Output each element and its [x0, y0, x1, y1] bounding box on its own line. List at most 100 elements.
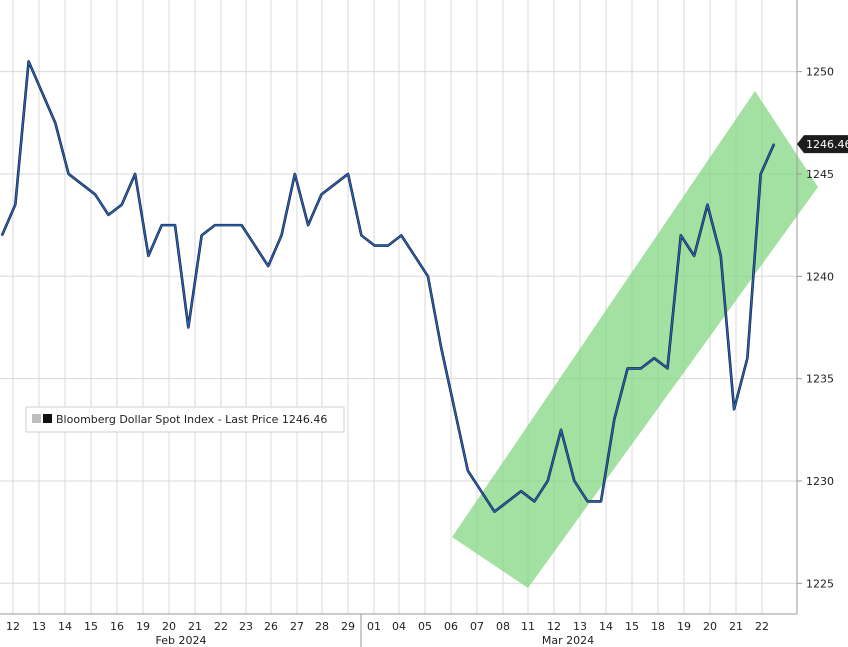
data-point [54, 122, 57, 124]
last-price-badge: 1246.46 [797, 135, 848, 154]
x-tick-label: 19 [136, 620, 150, 633]
data-point [480, 490, 482, 493]
data-point [294, 173, 296, 175]
data-point [333, 183, 336, 185]
data-point [227, 224, 230, 226]
trend-channel [452, 91, 818, 588]
data-point [693, 255, 695, 257]
x-tick-label: 23 [239, 620, 253, 633]
legend: Bloomberg Dollar Spot Index - Last Price… [25, 406, 345, 433]
y-tick-label: 1250 [806, 66, 834, 79]
legend-swatch-light [32, 414, 41, 423]
data-point [427, 275, 429, 278]
x-tick-label: 01 [367, 620, 381, 633]
data-point [67, 173, 70, 175]
data-point [746, 357, 749, 359]
data-point [706, 203, 709, 206]
data-point [267, 265, 270, 267]
data-point [200, 234, 203, 237]
data-point [373, 244, 376, 247]
data-point [14, 203, 17, 206]
x-tick-label: 13 [573, 620, 587, 633]
data-point [560, 429, 562, 431]
x-tick-label: 04 [392, 620, 406, 633]
data-point [493, 510, 496, 513]
data-point [120, 203, 123, 206]
x-tick-label: 28 [315, 620, 329, 633]
y-tick-label: 1245 [806, 168, 834, 181]
trend-channel-band [452, 91, 818, 588]
month-label: Feb 2024 [156, 634, 207, 647]
x-tick-label: 21 [729, 620, 743, 633]
data-point [640, 367, 642, 370]
data-point [467, 469, 469, 472]
x-tick-label: 29 [341, 620, 355, 633]
data-point [307, 224, 309, 226]
x-tick-label: 26 [264, 620, 278, 633]
y-tick-label: 1240 [806, 270, 834, 283]
last-price-label: 1246.46 [806, 138, 848, 151]
data-point [613, 418, 616, 421]
data-point [134, 173, 136, 175]
data-point [733, 408, 735, 411]
x-tick-label: 14 [58, 620, 72, 633]
data-point [174, 224, 176, 226]
x-tick-label: 12 [547, 620, 561, 633]
data-point [240, 224, 243, 226]
x-tick-label: 07 [470, 620, 484, 633]
data-point [387, 244, 389, 247]
x-tick-label: 15 [84, 620, 98, 633]
data-point [533, 500, 536, 503]
x-tick-label: 27 [290, 620, 304, 633]
y-axis: 1225 1230 1235 1240 1245 1250 [796, 0, 834, 614]
data-point [719, 255, 722, 257]
data-point [520, 490, 522, 493]
x-tick-label: 06 [444, 620, 458, 633]
data-point [27, 60, 30, 63]
data-point [653, 357, 656, 359]
data-point [320, 193, 323, 196]
x-tick-label: 20 [703, 620, 717, 633]
series-layer [0, 60, 776, 513]
month-label: Mar 2024 [542, 634, 594, 647]
x-tick-label: 18 [651, 620, 665, 633]
data-point [759, 173, 762, 175]
x-tick-label: 14 [599, 620, 613, 633]
data-point [400, 234, 403, 237]
data-point [347, 173, 349, 175]
x-tick-label: 16 [110, 620, 124, 633]
data-point [600, 500, 602, 503]
x-tick-label: 12 [6, 620, 20, 633]
data-point [573, 480, 576, 482]
data-point [280, 234, 283, 237]
data-point [626, 367, 629, 370]
x-tick-label: 05 [418, 620, 432, 633]
data-point [546, 480, 549, 482]
data-point [254, 244, 256, 247]
data-point [147, 255, 150, 257]
data-point [666, 367, 669, 370]
data-point [1, 234, 3, 237]
y-tick-label: 1225 [806, 577, 834, 590]
data-point [453, 408, 456, 411]
legend-text: Bloomberg Dollar Spot Index - Last Price… [56, 413, 327, 426]
y-tick-label: 1230 [806, 475, 834, 488]
data-point [440, 347, 443, 349]
data-point [413, 255, 416, 257]
data-point [506, 500, 509, 503]
legend-box [25, 406, 345, 433]
data-point [107, 214, 110, 216]
x-tick-label: 19 [677, 620, 691, 633]
data-point [160, 224, 163, 226]
legend-swatch-dark [43, 414, 52, 423]
x-tick-label: 08 [496, 620, 510, 633]
data-point [187, 326, 190, 329]
data-point [214, 224, 216, 226]
data-point [81, 183, 83, 185]
last-price-badge-shape [797, 135, 848, 154]
x-tick-label: 20 [162, 620, 176, 633]
y-tick-label: 1235 [806, 373, 834, 386]
data-point [94, 193, 96, 196]
